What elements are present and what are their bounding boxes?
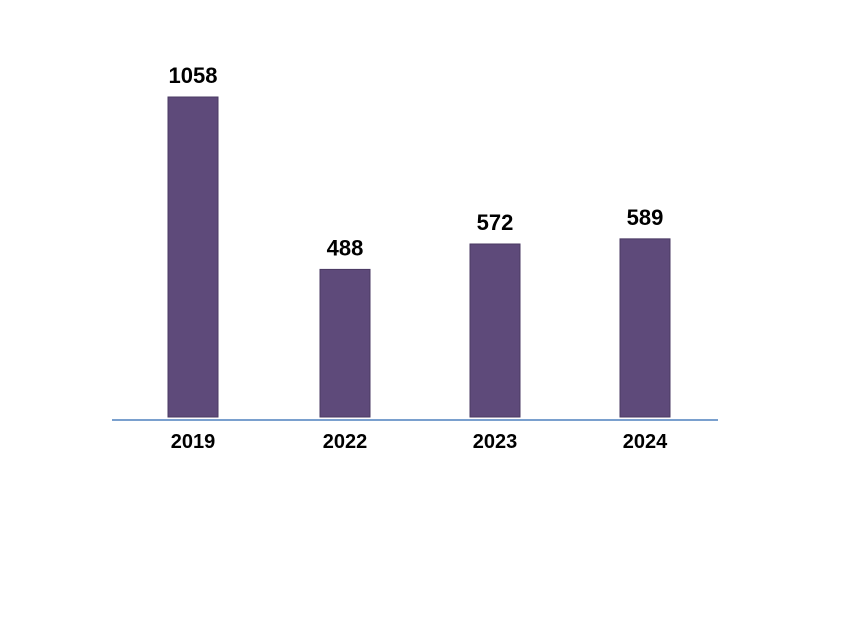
data-label-2024: 589 bbox=[627, 205, 664, 230]
bar-2023 bbox=[469, 243, 521, 418]
bar-2022 bbox=[319, 268, 371, 418]
x-tick-label-2023: 2023 bbox=[473, 431, 518, 453]
x-tick-label-2019: 2019 bbox=[171, 431, 216, 453]
category-labels-layer: 2019 2022 2023 2024 bbox=[171, 431, 668, 453]
bar-2019 bbox=[167, 96, 219, 418]
x-tick-label-2024: 2024 bbox=[623, 431, 668, 453]
bars-layer bbox=[167, 96, 671, 418]
data-label-2019: 1058 bbox=[169, 63, 218, 88]
data-label-2022: 488 bbox=[327, 235, 364, 260]
bar-2024 bbox=[619, 238, 671, 418]
value-labels-layer: 1058 488 572 589 bbox=[169, 63, 664, 260]
data-label-2023: 572 bbox=[477, 210, 514, 235]
x-tick-label-2022: 2022 bbox=[323, 431, 368, 453]
